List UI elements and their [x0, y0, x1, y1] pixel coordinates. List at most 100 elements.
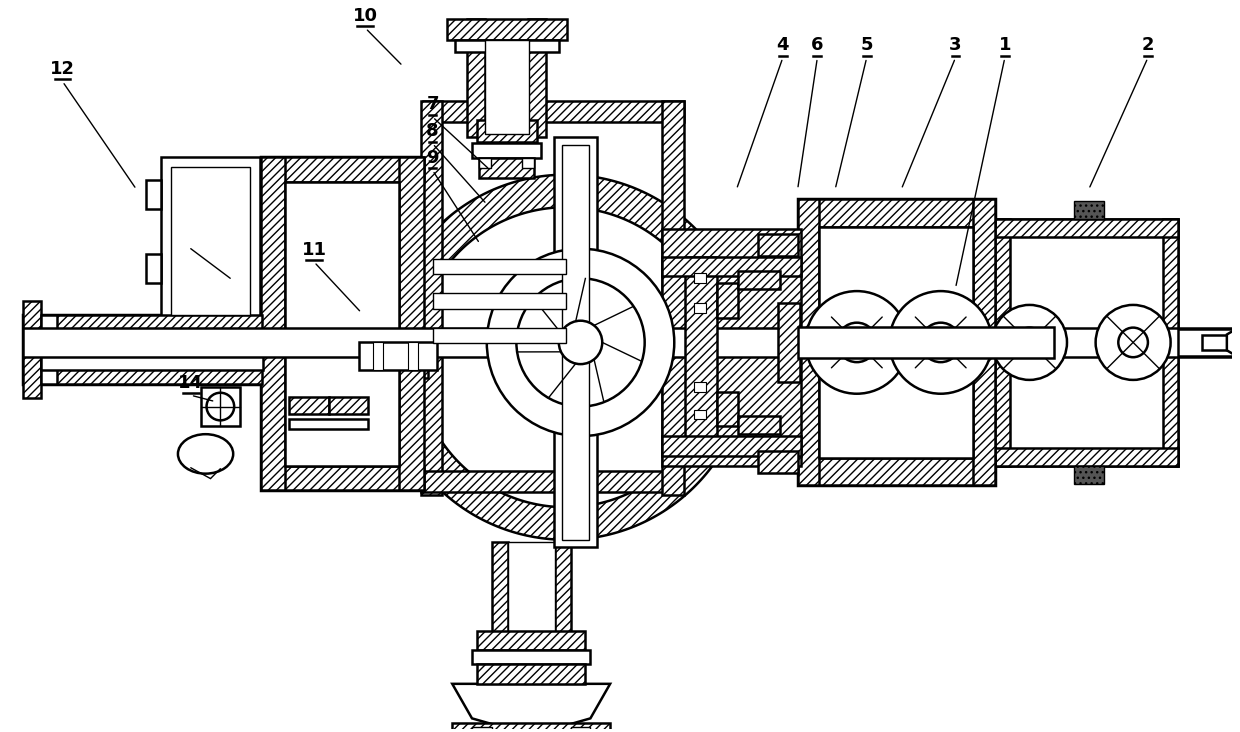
Bar: [146, 179, 161, 209]
Bar: [373, 343, 383, 370]
Circle shape: [992, 305, 1066, 380]
Bar: [453, 723, 610, 732]
Bar: [41, 315, 57, 384]
Text: 10: 10: [353, 7, 378, 25]
Bar: [694, 273, 706, 283]
Bar: [201, 386, 241, 426]
Bar: [467, 19, 485, 137]
Bar: [420, 101, 443, 496]
Bar: [994, 219, 1178, 237]
Bar: [994, 219, 1009, 466]
Bar: [528, 19, 546, 137]
Bar: [171, 167, 250, 315]
Bar: [448, 19, 567, 40]
Circle shape: [806, 291, 908, 394]
Bar: [24, 301, 41, 397]
Bar: [1203, 335, 1240, 351]
Bar: [694, 382, 706, 392]
Bar: [260, 157, 424, 182]
Bar: [820, 227, 973, 458]
Bar: [24, 328, 1236, 357]
Bar: [420, 471, 682, 493]
Bar: [260, 157, 285, 490]
Bar: [492, 542, 507, 640]
Bar: [161, 157, 260, 325]
Bar: [1074, 466, 1104, 484]
Bar: [479, 158, 534, 178]
Bar: [477, 630, 585, 650]
Bar: [329, 397, 368, 414]
Bar: [1074, 201, 1104, 219]
Bar: [479, 158, 491, 168]
Circle shape: [921, 323, 961, 362]
Bar: [738, 272, 780, 289]
Bar: [289, 397, 329, 414]
Bar: [260, 466, 424, 490]
Bar: [146, 253, 161, 283]
Bar: [694, 303, 706, 313]
Bar: [554, 542, 570, 640]
Bar: [1163, 219, 1178, 466]
Bar: [1178, 329, 1236, 356]
Polygon shape: [453, 684, 610, 728]
Polygon shape: [1226, 329, 1236, 356]
Circle shape: [207, 393, 234, 420]
Bar: [433, 293, 565, 309]
Text: 11: 11: [301, 241, 326, 258]
Circle shape: [487, 249, 675, 436]
Circle shape: [1014, 328, 1044, 357]
Text: 14: 14: [179, 374, 203, 392]
Circle shape: [1118, 328, 1148, 357]
Bar: [41, 329, 263, 370]
Text: 2: 2: [1142, 37, 1154, 54]
Bar: [433, 258, 565, 274]
Text: 4: 4: [776, 37, 789, 54]
Bar: [780, 249, 797, 436]
Bar: [570, 728, 590, 732]
Bar: [994, 448, 1178, 466]
Bar: [24, 366, 262, 384]
Bar: [477, 664, 585, 684]
Bar: [24, 315, 262, 332]
Text: 12: 12: [50, 60, 74, 78]
Bar: [758, 234, 797, 255]
Bar: [472, 650, 590, 664]
Circle shape: [516, 278, 645, 406]
Bar: [797, 199, 820, 485]
Text: 1: 1: [998, 37, 1011, 54]
Bar: [777, 303, 800, 382]
Bar: [994, 219, 1178, 466]
Bar: [662, 257, 801, 276]
Text: 9: 9: [427, 149, 439, 167]
Bar: [358, 343, 438, 370]
Bar: [758, 451, 797, 473]
Bar: [285, 182, 399, 466]
Bar: [368, 335, 428, 378]
Text: 7: 7: [427, 95, 439, 113]
Bar: [472, 143, 541, 158]
Bar: [433, 328, 565, 343]
Circle shape: [889, 291, 992, 394]
Bar: [717, 392, 738, 426]
Bar: [797, 199, 994, 227]
Bar: [662, 229, 801, 466]
Circle shape: [559, 321, 603, 364]
Text: 5: 5: [861, 37, 873, 54]
Bar: [24, 315, 262, 384]
Bar: [477, 120, 537, 142]
Bar: [662, 101, 684, 496]
Bar: [485, 40, 529, 134]
Circle shape: [1096, 305, 1171, 380]
Bar: [260, 157, 424, 490]
Text: 8: 8: [427, 122, 439, 140]
Bar: [686, 257, 717, 454]
Bar: [662, 436, 801, 456]
Bar: [694, 409, 706, 419]
Bar: [507, 542, 554, 640]
Bar: [472, 728, 492, 732]
Bar: [522, 158, 534, 168]
Text: 6: 6: [811, 37, 823, 54]
Bar: [423, 101, 684, 122]
Ellipse shape: [177, 434, 233, 474]
Bar: [797, 458, 994, 485]
